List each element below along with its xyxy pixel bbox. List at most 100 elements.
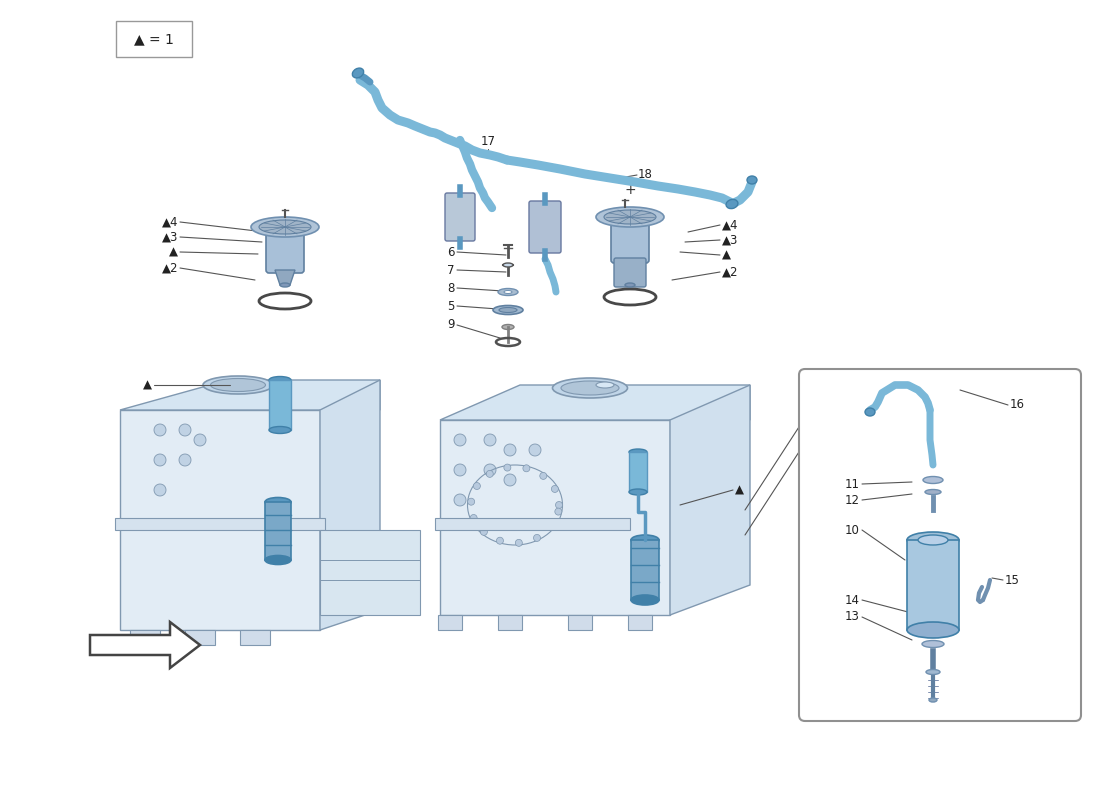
- Bar: [498, 615, 522, 630]
- FancyBboxPatch shape: [529, 201, 561, 253]
- Circle shape: [556, 502, 562, 509]
- Ellipse shape: [747, 176, 757, 184]
- Text: ▲3: ▲3: [722, 234, 738, 246]
- Circle shape: [554, 508, 562, 515]
- Ellipse shape: [204, 376, 273, 394]
- Circle shape: [154, 484, 166, 496]
- Ellipse shape: [352, 68, 364, 78]
- Ellipse shape: [502, 325, 514, 330]
- Bar: [628, 615, 652, 630]
- Circle shape: [504, 464, 510, 471]
- Polygon shape: [120, 410, 320, 630]
- FancyBboxPatch shape: [446, 193, 475, 241]
- Ellipse shape: [865, 408, 874, 416]
- Ellipse shape: [552, 378, 627, 398]
- Ellipse shape: [625, 283, 635, 287]
- Bar: [240, 630, 270, 645]
- Ellipse shape: [614, 212, 646, 222]
- Ellipse shape: [270, 426, 292, 434]
- Text: 12: 12: [845, 494, 860, 506]
- Ellipse shape: [631, 595, 659, 605]
- Text: ▲: ▲: [722, 249, 732, 262]
- Polygon shape: [670, 385, 750, 615]
- Text: ▲: ▲: [169, 246, 178, 258]
- Circle shape: [515, 539, 522, 546]
- Circle shape: [522, 465, 530, 472]
- Text: 8: 8: [448, 282, 455, 294]
- Ellipse shape: [629, 489, 647, 495]
- Ellipse shape: [922, 641, 944, 647]
- Circle shape: [154, 454, 166, 466]
- Circle shape: [504, 444, 516, 456]
- Circle shape: [468, 498, 475, 505]
- FancyBboxPatch shape: [266, 224, 304, 273]
- Ellipse shape: [504, 290, 512, 294]
- Bar: [908, 540, 959, 630]
- Circle shape: [504, 474, 516, 486]
- Ellipse shape: [498, 289, 518, 295]
- Text: ▲ = 1: ▲ = 1: [134, 32, 174, 46]
- Text: +: +: [624, 183, 636, 197]
- Circle shape: [484, 464, 496, 476]
- Circle shape: [529, 444, 541, 456]
- Ellipse shape: [265, 555, 292, 565]
- Text: 11: 11: [845, 478, 860, 490]
- Ellipse shape: [923, 477, 943, 483]
- Ellipse shape: [926, 670, 940, 674]
- Text: 7: 7: [448, 263, 455, 277]
- Text: 14: 14: [845, 594, 860, 606]
- FancyBboxPatch shape: [799, 369, 1081, 721]
- Text: ▲4: ▲4: [722, 218, 738, 231]
- Circle shape: [551, 486, 559, 493]
- FancyBboxPatch shape: [116, 21, 192, 57]
- Polygon shape: [320, 380, 379, 630]
- Ellipse shape: [726, 199, 738, 209]
- Ellipse shape: [258, 220, 311, 234]
- Circle shape: [194, 434, 206, 446]
- Text: ▲: ▲: [735, 483, 744, 497]
- Circle shape: [154, 424, 166, 436]
- Ellipse shape: [270, 377, 292, 383]
- Ellipse shape: [503, 263, 513, 267]
- Text: 6: 6: [448, 246, 455, 258]
- Circle shape: [540, 472, 547, 479]
- Bar: [629, 452, 647, 492]
- Ellipse shape: [930, 698, 937, 702]
- Ellipse shape: [270, 222, 301, 232]
- Polygon shape: [440, 385, 750, 420]
- Text: 17: 17: [481, 135, 495, 148]
- Polygon shape: [320, 530, 420, 615]
- Text: 16: 16: [1010, 398, 1025, 411]
- Circle shape: [179, 424, 191, 436]
- Circle shape: [484, 434, 496, 446]
- Text: ▲3: ▲3: [162, 230, 178, 243]
- Bar: [438, 615, 462, 630]
- Ellipse shape: [493, 306, 522, 314]
- Circle shape: [481, 528, 487, 535]
- Ellipse shape: [908, 622, 959, 638]
- Circle shape: [454, 464, 466, 476]
- Polygon shape: [440, 420, 670, 615]
- Polygon shape: [120, 380, 380, 410]
- Circle shape: [454, 434, 466, 446]
- Polygon shape: [275, 270, 295, 285]
- Bar: [568, 615, 592, 630]
- Ellipse shape: [908, 532, 959, 548]
- Ellipse shape: [596, 207, 664, 227]
- Text: ▲4: ▲4: [162, 215, 178, 229]
- Circle shape: [473, 482, 481, 490]
- Ellipse shape: [265, 498, 292, 506]
- Ellipse shape: [251, 217, 319, 237]
- Text: 15: 15: [1005, 574, 1020, 586]
- Bar: [265, 502, 292, 560]
- Text: ▲2: ▲2: [722, 266, 738, 278]
- Bar: [434, 518, 630, 530]
- Ellipse shape: [629, 449, 647, 455]
- FancyBboxPatch shape: [614, 258, 646, 287]
- Circle shape: [454, 494, 466, 506]
- Text: 5: 5: [448, 299, 455, 313]
- Ellipse shape: [210, 378, 265, 391]
- Circle shape: [179, 454, 191, 466]
- Circle shape: [470, 514, 477, 522]
- Text: ▲: ▲: [143, 378, 152, 391]
